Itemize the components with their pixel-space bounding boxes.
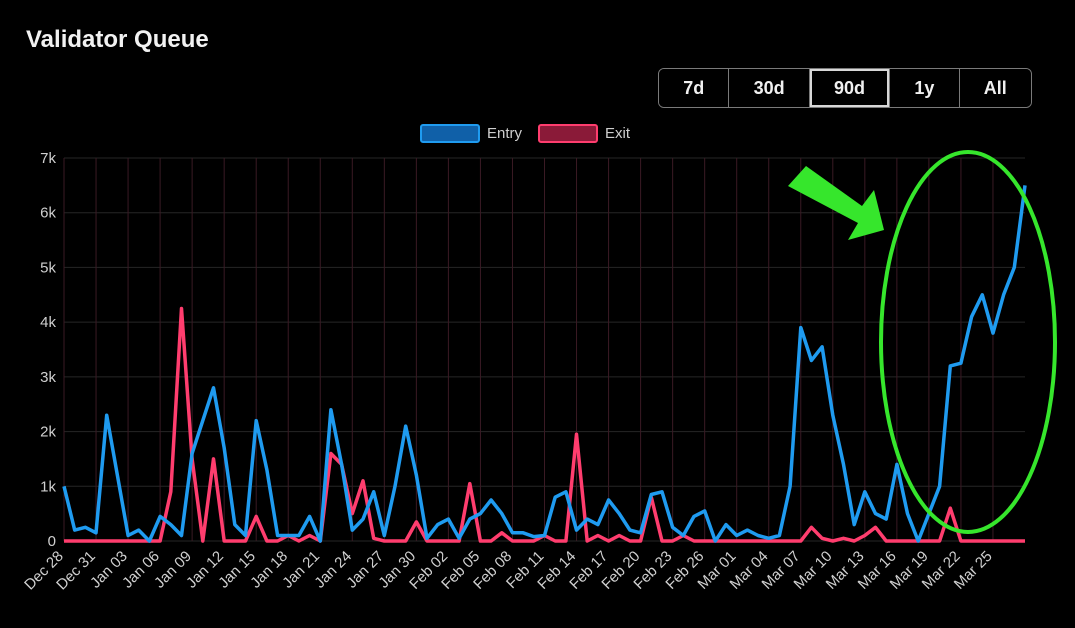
y-tick-label: 6k	[40, 205, 56, 222]
annotation-layer	[788, 150, 1057, 534]
legend-item-entry[interactable]: Entry	[420, 124, 522, 143]
legend-swatch-entry	[420, 124, 480, 143]
annotation-ellipse	[879, 150, 1057, 534]
range-90d-button[interactable]: 90d	[809, 69, 891, 107]
series-line-entry	[62, 185, 1027, 543]
chart-series	[62, 185, 1027, 543]
legend-item-exit[interactable]: Exit	[538, 124, 630, 143]
range-1y-button[interactable]: 1y	[890, 69, 960, 107]
page-title: Validator Queue	[26, 26, 209, 53]
chart-grid	[63, 157, 1025, 542]
legend-swatch-exit	[538, 124, 599, 143]
y-tick-label: 0	[48, 533, 56, 550]
annotation-arrow	[788, 166, 884, 240]
y-tick-label: 5k	[40, 259, 56, 276]
y-tick-label: 2k	[40, 424, 56, 441]
range-7d-button[interactable]: 7d	[659, 69, 730, 107]
y-axis-ticks: 0 1k 2k 3k 4k 5k 6k 7k	[40, 150, 56, 550]
y-tick-label: 3k	[40, 369, 56, 386]
range-30d-button[interactable]: 30d	[729, 69, 810, 107]
time-range-selector: 7d 30d 90d 1y All	[658, 68, 1032, 108]
y-tick-label: 1k	[40, 478, 56, 495]
legend-label-entry: Entry	[487, 125, 523, 142]
y-tick-label: 4k	[40, 314, 56, 331]
chart-legend: Entry Exit	[420, 124, 630, 143]
legend-label-exit: Exit	[605, 125, 631, 142]
range-all-button[interactable]: All	[959, 69, 1031, 107]
y-tick-label: 7k	[40, 150, 56, 167]
